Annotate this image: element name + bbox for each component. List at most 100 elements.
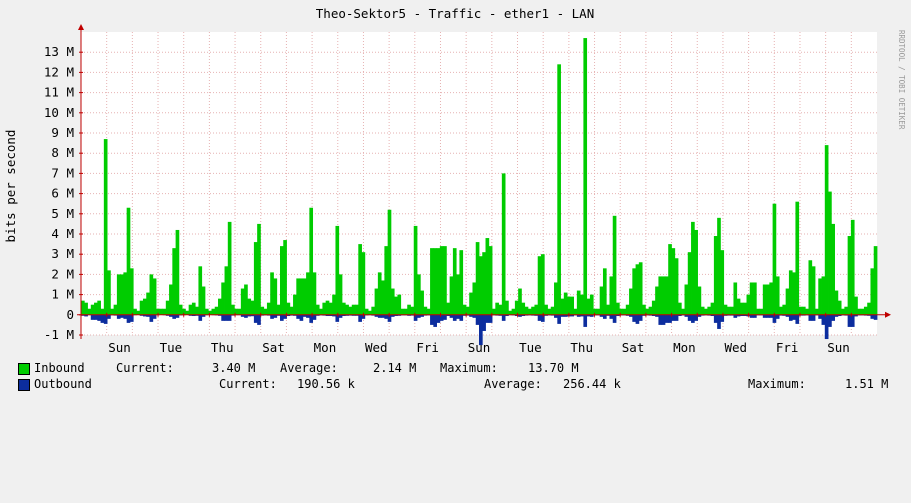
inbound-bar (704, 309, 708, 315)
inbound-bar (518, 289, 522, 315)
y-axis-arrow (78, 24, 84, 30)
inbound-bar (371, 307, 375, 315)
inbound-bar (802, 307, 806, 315)
inbound-bar (420, 291, 424, 315)
inbound-bar (747, 295, 751, 315)
inbound-bar (316, 305, 320, 315)
inbound-bar (671, 248, 675, 315)
outbound-bar (384, 315, 388, 319)
inbound-bar (583, 38, 587, 315)
outbound-bar (691, 315, 695, 323)
inbound-bar (629, 289, 633, 315)
inbound-bar (870, 268, 874, 314)
inbound-bar (590, 295, 594, 315)
legend-outbound-maximum: 1.51 M (845, 377, 888, 391)
y-tick-label: 8 M (51, 145, 74, 160)
inbound-bar (228, 222, 232, 315)
inbound-bar (313, 272, 317, 314)
inbound-bar (724, 305, 728, 315)
inbound-bar (208, 311, 212, 315)
inbound-bar (469, 293, 473, 315)
outbound-bar (538, 315, 542, 321)
legend-outbound-current-label: Current: (219, 377, 277, 391)
y-tick-label: 9 M (51, 125, 74, 140)
inbound-bar (534, 305, 538, 315)
outbound-bar (414, 315, 418, 321)
inbound-bar (574, 309, 578, 315)
outbound-bar (453, 315, 457, 321)
inbound-bar (472, 282, 476, 314)
inbound-bar (283, 240, 287, 315)
inbound-bar (698, 287, 702, 315)
outbound-bar (714, 315, 718, 323)
inbound-bar (688, 252, 692, 315)
inbound-bar (391, 289, 395, 315)
inbound-bar (342, 303, 346, 315)
inbound-bar (528, 309, 532, 315)
legend-inbound-current: 3.40 M (212, 361, 255, 375)
outbound-bar (486, 315, 490, 323)
inbound-bar (296, 278, 300, 314)
legend-inbound-maximum-label: Maximum: (440, 361, 498, 375)
outbound-bar (822, 315, 826, 325)
outbound-bar (300, 315, 304, 321)
inbound-bar (91, 305, 95, 315)
outbound-bar (636, 315, 640, 324)
inbound-bar (335, 226, 339, 315)
inbound-bar (388, 210, 392, 315)
legend-inbound-current-label: Current: (116, 361, 174, 375)
inbound-bar (110, 309, 114, 315)
outbound-bar (437, 315, 441, 323)
inbound-bar (665, 276, 669, 314)
outbound-bar (430, 315, 434, 325)
inbound-bar (218, 299, 222, 315)
inbound-bar (564, 293, 568, 315)
outbound-bar (153, 315, 157, 319)
outbound-bar (476, 315, 480, 325)
inbound-bar (202, 287, 206, 315)
outbound-bar (130, 315, 134, 322)
legend-inbound-maximum: 13.70 M (528, 361, 579, 375)
inbound-bar (433, 248, 437, 315)
inbound-bar (322, 303, 326, 315)
inbound-bar (107, 270, 111, 314)
outbound-bar (228, 315, 232, 321)
inbound-bar (241, 289, 245, 315)
outbound-bar (613, 315, 617, 323)
inbound-bar (766, 285, 770, 315)
y-tick-label: 10 M (44, 105, 74, 120)
inbound-bar (97, 301, 101, 315)
inbound-bar (508, 311, 512, 315)
inbound-bar (114, 305, 118, 315)
outbound-bar (296, 315, 300, 319)
inbound-bar (176, 230, 180, 315)
inbound-bar (609, 276, 613, 314)
inbound-bar (776, 276, 780, 314)
legend-row-outbound: Outbound Current: 190.56 k Average: 256.… (0, 377, 14, 393)
inbound-bar (489, 246, 493, 315)
inbound-bar (789, 270, 793, 314)
outbound-bar (225, 315, 229, 321)
inbound-bar (711, 303, 715, 315)
legend-inbound-average: 2.14 M (373, 361, 416, 375)
outbound-bar (848, 315, 852, 327)
inbound-bar (397, 295, 401, 315)
inbound-bar (492, 309, 496, 315)
outbound-bar (825, 315, 829, 339)
inbound-bar (355, 305, 359, 315)
x-tick-label: Sat (262, 340, 285, 355)
inbound-bar (658, 276, 662, 314)
inbound-bar (844, 307, 848, 315)
inbound-bar (636, 264, 640, 315)
inbound-bar (515, 301, 519, 315)
inbound-bar (567, 297, 571, 315)
inbound-bar (179, 305, 183, 315)
x-tick-label: Sun (468, 340, 491, 355)
y-tick-label: 6 M (51, 186, 74, 201)
outbound-bar (812, 315, 816, 321)
inbound-bar (352, 305, 356, 315)
inbound-bar (818, 278, 822, 314)
inbound-bar (499, 305, 503, 315)
inbound-bar (626, 305, 630, 315)
inbound-bar (538, 256, 542, 315)
